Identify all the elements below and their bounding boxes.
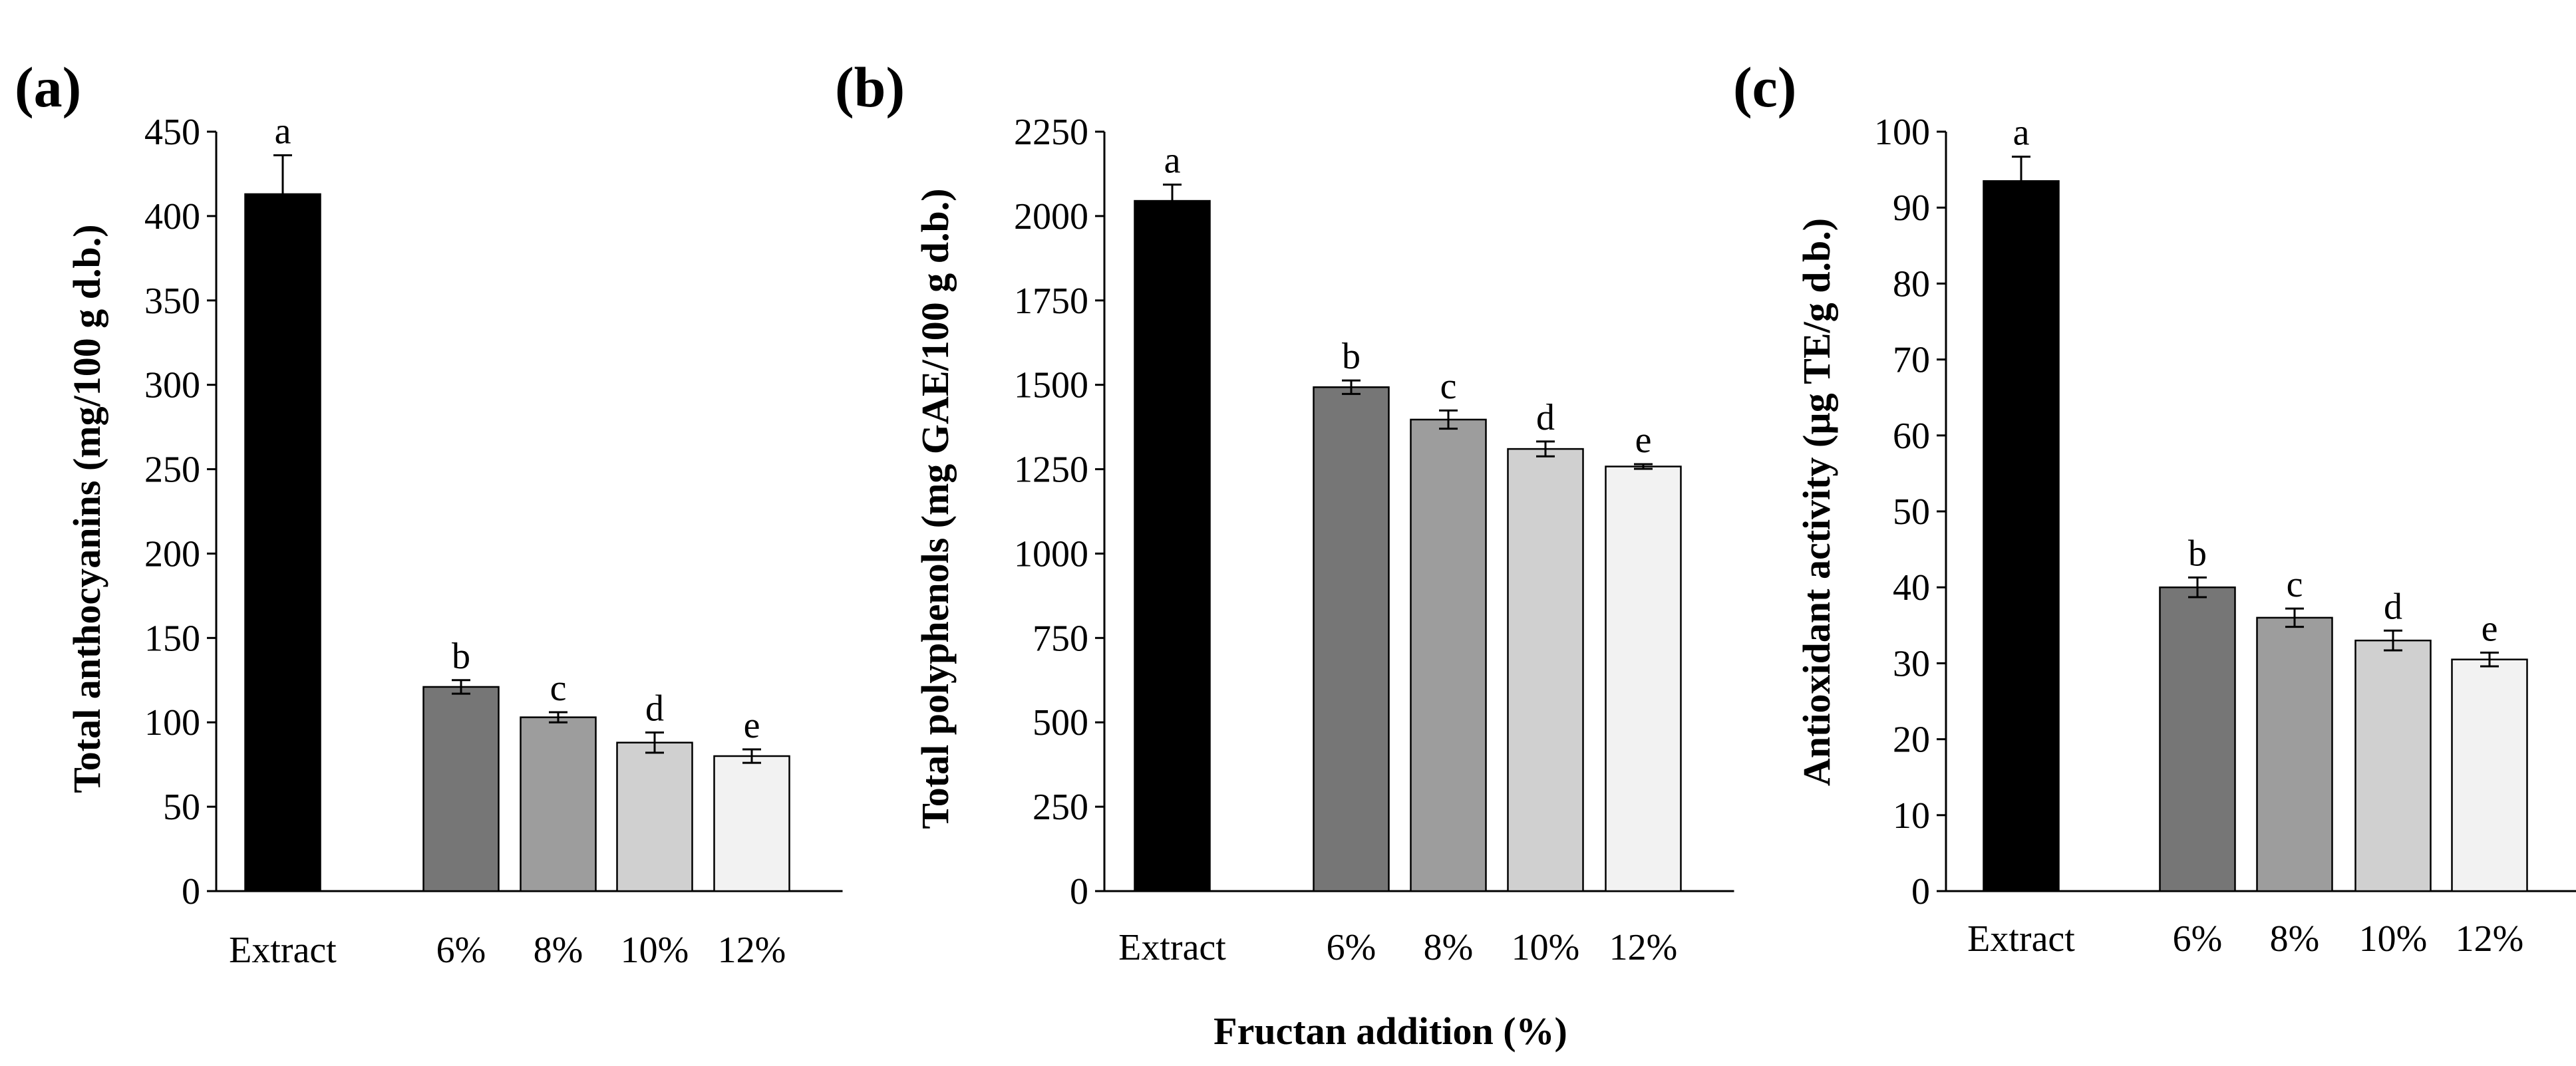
bar-12pct	[1605, 466, 1682, 892]
category-label-12pct: 12%	[718, 930, 786, 971]
panel-c-yaxis: 0 10 20 30 40 50 60 70 80 90 100	[1874, 112, 2576, 912]
y-tick-label: 50	[163, 787, 200, 828]
significance-letter-6pct: b	[2188, 533, 2207, 574]
bar-extract	[1983, 180, 2060, 892]
significance-letter-8pct: c	[550, 668, 567, 709]
y-tick-label: 20	[1893, 720, 1930, 761]
panel-c-ylabel: Antioxidant activity (µg TE/g d.b.)	[1795, 218, 1838, 786]
significance-letter-10pct: d	[1536, 397, 1555, 438]
y-tick-label: 60	[1893, 416, 1930, 457]
category-label-8pct: 8%	[534, 930, 583, 971]
y-tick-label: 10	[1893, 795, 1930, 837]
y-tick-label: 0	[1911, 871, 1930, 912]
bar-extract	[1134, 200, 1211, 892]
category-label-6pct: 6%	[436, 930, 486, 971]
panel-a-label: (a)	[15, 55, 81, 119]
panel-b-bars: a Extract b 6% c 8% d 10% e 12%	[1118, 140, 1682, 968]
y-tick-label: 1000	[1014, 533, 1088, 575]
y-tick-label: 2250	[1014, 112, 1088, 153]
bar-10pct	[2354, 639, 2432, 892]
category-label-10pct: 10%	[1512, 927, 1580, 968]
category-label-10pct: 10%	[621, 930, 689, 971]
y-tick-label: 1750	[1014, 281, 1088, 322]
y-tick-label: 90	[1893, 188, 1930, 229]
y-tick-label: 50	[1893, 491, 1930, 533]
panel-b-ylabel: Total polyphenols (mg GAE/100 g d.b.)	[913, 188, 957, 829]
y-tick-label: 250	[1033, 787, 1088, 828]
category-label-12pct: 12%	[1609, 927, 1678, 968]
y-tick-label: 100	[144, 702, 200, 743]
y-tick-label: 500	[1033, 702, 1088, 743]
category-label-12pct: 12%	[2456, 918, 2524, 960]
significance-letter-10pct: d	[645, 688, 664, 729]
y-tick-label: 2000	[1014, 196, 1088, 237]
bar-12pct	[713, 755, 790, 892]
significance-letter-6pct: b	[1342, 336, 1361, 377]
y-tick-label: 400	[144, 196, 200, 237]
y-tick-label: 150	[144, 618, 200, 659]
category-label-extract: Extract	[1118, 927, 1226, 968]
category-label-extract: Extract	[1967, 918, 2075, 960]
bar-8pct	[520, 716, 597, 892]
y-tick-label: 750	[1033, 618, 1088, 659]
significance-letter-8pct: c	[1440, 366, 1457, 407]
significance-letter-12pct: e	[744, 705, 760, 746]
panel-b: (b) Total polyphenols (mg GAE/100 g d.b.…	[835, 55, 1734, 968]
panel-c: (c) Antioxidant activity (µg TE/g d.b.) …	[1733, 55, 2576, 960]
bar-8pct	[2256, 616, 2333, 892]
category-label-6pct: 6%	[2173, 918, 2223, 960]
shared-xlabel: Fructan addition (%)	[1213, 1009, 1567, 1053]
y-tick-label: 70	[1893, 340, 1930, 381]
bar-12pct	[2451, 658, 2528, 892]
y-tick-label: 0	[182, 871, 200, 912]
y-tick-label: 450	[144, 112, 200, 153]
significance-letter-6pct: b	[452, 636, 470, 677]
y-tick-label: 100	[1874, 112, 1930, 153]
y-tick-label: 1500	[1014, 365, 1088, 406]
bar-6pct	[1313, 386, 1390, 892]
y-tick-label: 80	[1893, 263, 1930, 305]
significance-letter-extract: a	[1164, 140, 1181, 182]
panel-c-label: (c)	[1733, 55, 1796, 119]
bar-6pct	[2159, 586, 2236, 892]
significance-letter-extract: a	[275, 111, 291, 152]
category-label-8pct: 8%	[2270, 918, 2320, 960]
panel-a-ylabel: Total anthocyanins (mg/100 g d.b.)	[65, 224, 108, 793]
category-label-10pct: 10%	[2359, 918, 2428, 960]
bar-10pct	[616, 741, 693, 892]
y-tick-label: 1250	[1014, 450, 1088, 491]
significance-letter-12pct: e	[2482, 608, 2498, 649]
y-tick-label: 300	[144, 365, 200, 406]
panel-c-bars: a Extract b 6% c 8% d 10% e 12%	[1967, 112, 2528, 960]
significance-letter-10pct: d	[2384, 586, 2402, 627]
panel-b-yaxis: 0 250 500 750 1000 1250 1500 1750 2000 2250	[1014, 112, 1734, 912]
category-label-extract: Extract	[229, 930, 337, 971]
y-tick-label: 200	[144, 533, 200, 575]
panel-a-bars: a Extract b 6% c 8% d 10% e 12%	[229, 111, 790, 971]
category-label-6pct: 6%	[1327, 927, 1376, 968]
y-tick-label: 250	[144, 450, 200, 491]
y-tick-label: 350	[144, 281, 200, 322]
bar-extract	[244, 193, 321, 892]
significance-letter-extract: a	[2013, 112, 2030, 154]
y-tick-label: 30	[1893, 643, 1930, 684]
bar-6pct	[422, 686, 500, 892]
category-label-8pct: 8%	[1424, 927, 1474, 968]
y-tick-label: 40	[1893, 567, 1930, 608]
y-tick-label: 0	[1070, 871, 1088, 912]
panel-b-label: (b)	[835, 55, 905, 119]
panel-a: (a) Total anthocyanins (mg/100 g d.b.) 0…	[15, 55, 843, 971]
significance-letter-8pct: c	[2287, 564, 2303, 605]
bar-10pct	[1507, 448, 1584, 892]
significance-letter-12pct: e	[1635, 420, 1652, 461]
bar-8pct	[1410, 418, 1487, 892]
